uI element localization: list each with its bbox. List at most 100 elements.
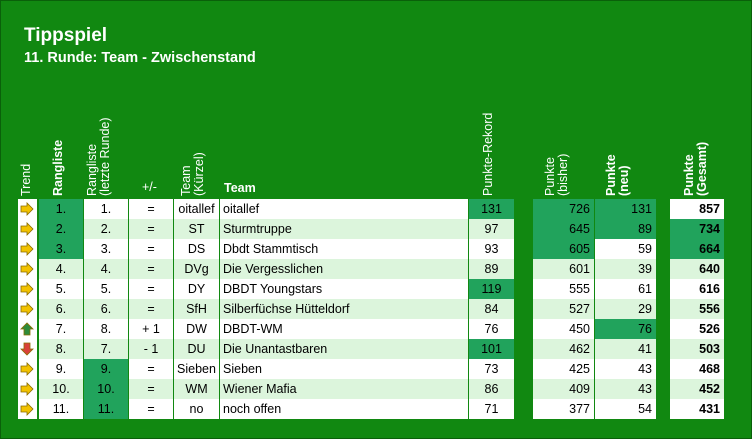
points-prev-cell: 377 xyxy=(533,399,594,419)
points-prev-cell: 601 xyxy=(533,259,594,279)
header-pts-prev: Punkte (bisher) xyxy=(543,153,570,196)
diff-cell: = xyxy=(129,359,173,379)
team-name-cell: Sturmtruppe xyxy=(220,219,468,239)
team-short-cell: DVg xyxy=(174,259,219,279)
points-new-cell: 89 xyxy=(595,219,656,239)
points-new-cell: 131 xyxy=(595,199,656,219)
team-short-cell: Sieben xyxy=(174,359,219,379)
points-new-cell: 29 xyxy=(595,299,656,319)
team-short-cell: WM xyxy=(174,379,219,399)
prev-rank-cell: 1. xyxy=(84,199,128,219)
diff-cell: = xyxy=(129,239,173,259)
diff-cell: = xyxy=(129,219,173,239)
header-diff: +/- xyxy=(142,180,157,194)
page-subtitle: 11. Runde: Team - Zwischenstand xyxy=(24,50,256,66)
rank-cell: 7. xyxy=(39,319,83,339)
rank-cell: 3. xyxy=(39,239,83,259)
team-name-cell: Die Unantastbaren xyxy=(220,339,468,359)
prev-rank-cell: 3. xyxy=(84,239,128,259)
points-new-cell: 61 xyxy=(595,279,656,299)
points-new-cell: 41 xyxy=(595,339,656,359)
team-name-cell: Dbdt Stammtisch xyxy=(220,239,468,259)
record-cell: 84 xyxy=(469,299,514,319)
prev-rank-cell: 11. xyxy=(84,399,128,419)
points-total-cell: 468 xyxy=(670,359,724,379)
header-pts-total: Punkte (Gesamt) xyxy=(682,141,709,196)
points-new-cell: 54 xyxy=(595,399,656,419)
team-short-cell: SfH xyxy=(174,299,219,319)
prev-rank-cell: 2. xyxy=(84,219,128,239)
diff-cell: = xyxy=(129,299,173,319)
team-name-cell: DBDT Youngstars xyxy=(220,279,468,299)
record-cell: 93 xyxy=(469,239,514,259)
points-new-cell: 43 xyxy=(595,359,656,379)
points-total-cell: 431 xyxy=(670,399,724,419)
header-team: Team xyxy=(224,181,256,195)
trend-right-icon xyxy=(18,399,37,419)
points-prev-cell: 425 xyxy=(533,359,594,379)
record-cell: 131 xyxy=(469,199,514,219)
team-name-cell: Sieben xyxy=(220,359,468,379)
points-total-cell: 503 xyxy=(670,339,724,359)
team-short-cell: DU xyxy=(174,339,219,359)
points-new-cell: 76 xyxy=(595,319,656,339)
points-new-cell: 43 xyxy=(595,379,656,399)
record-cell: 71 xyxy=(469,399,514,419)
header-prev-rank: Rangliste (letzte Runde) xyxy=(85,117,112,196)
diff-cell: = xyxy=(129,279,173,299)
rank-cell: 9. xyxy=(39,359,83,379)
rank-cell: 5. xyxy=(39,279,83,299)
record-cell: 101 xyxy=(469,339,514,359)
header-rank: Rangliste xyxy=(51,139,65,196)
rank-cell: 8. xyxy=(39,339,83,359)
rank-cell: 4. xyxy=(39,259,83,279)
points-prev-cell: 450 xyxy=(533,319,594,339)
header-pts-new: Punkte (neu) xyxy=(604,154,631,196)
points-total-cell: 616 xyxy=(670,279,724,299)
points-prev-cell: 555 xyxy=(533,279,594,299)
prev-rank-cell: 4. xyxy=(84,259,128,279)
header-short: Team (Kürzel) xyxy=(179,152,206,196)
header-record: Punkte-Rekord xyxy=(481,112,495,196)
prev-rank-cell: 5. xyxy=(84,279,128,299)
points-new-cell: 39 xyxy=(595,259,656,279)
points-new-cell: 59 xyxy=(595,239,656,259)
prev-rank-cell: 10. xyxy=(84,379,128,399)
diff-cell: + 1 xyxy=(129,319,173,339)
team-name-cell: DBDT-WM xyxy=(220,319,468,339)
rank-cell: 2. xyxy=(39,219,83,239)
points-prev-cell: 409 xyxy=(533,379,594,399)
team-name-cell: Wiener Mafia xyxy=(220,379,468,399)
rank-cell: 1. xyxy=(39,199,83,219)
points-total-cell: 452 xyxy=(670,379,724,399)
points-total-cell: 526 xyxy=(670,319,724,339)
diff-cell: = xyxy=(129,399,173,419)
record-cell: 89 xyxy=(469,259,514,279)
record-cell: 119 xyxy=(469,279,514,299)
trend-right-icon xyxy=(18,259,37,279)
trend-right-icon xyxy=(18,359,37,379)
team-name-cell: noch offen xyxy=(220,399,468,419)
points-total-cell: 857 xyxy=(670,199,724,219)
diff-cell: - 1 xyxy=(129,339,173,359)
trend-right-icon xyxy=(18,379,37,399)
team-short-cell: oitallef xyxy=(174,199,219,219)
trend-right-icon xyxy=(18,199,37,219)
record-cell: 86 xyxy=(469,379,514,399)
trend-right-icon xyxy=(18,299,37,319)
header-trend: Trend xyxy=(19,163,33,196)
rank-cell: 6. xyxy=(39,299,83,319)
points-prev-cell: 726 xyxy=(533,199,594,219)
team-name-cell: Silberfüchse Hütteldorf xyxy=(220,299,468,319)
diff-cell: = xyxy=(129,259,173,279)
points-prev-cell: 462 xyxy=(533,339,594,359)
points-prev-cell: 605 xyxy=(533,239,594,259)
points-total-cell: 640 xyxy=(670,259,724,279)
trend-right-icon xyxy=(18,279,37,299)
team-name-cell: Die Vergesslichen xyxy=(220,259,468,279)
record-cell: 97 xyxy=(469,219,514,239)
record-cell: 73 xyxy=(469,359,514,379)
trend-down-icon xyxy=(18,339,37,359)
team-short-cell: ST xyxy=(174,219,219,239)
trend-up-icon xyxy=(18,319,37,339)
